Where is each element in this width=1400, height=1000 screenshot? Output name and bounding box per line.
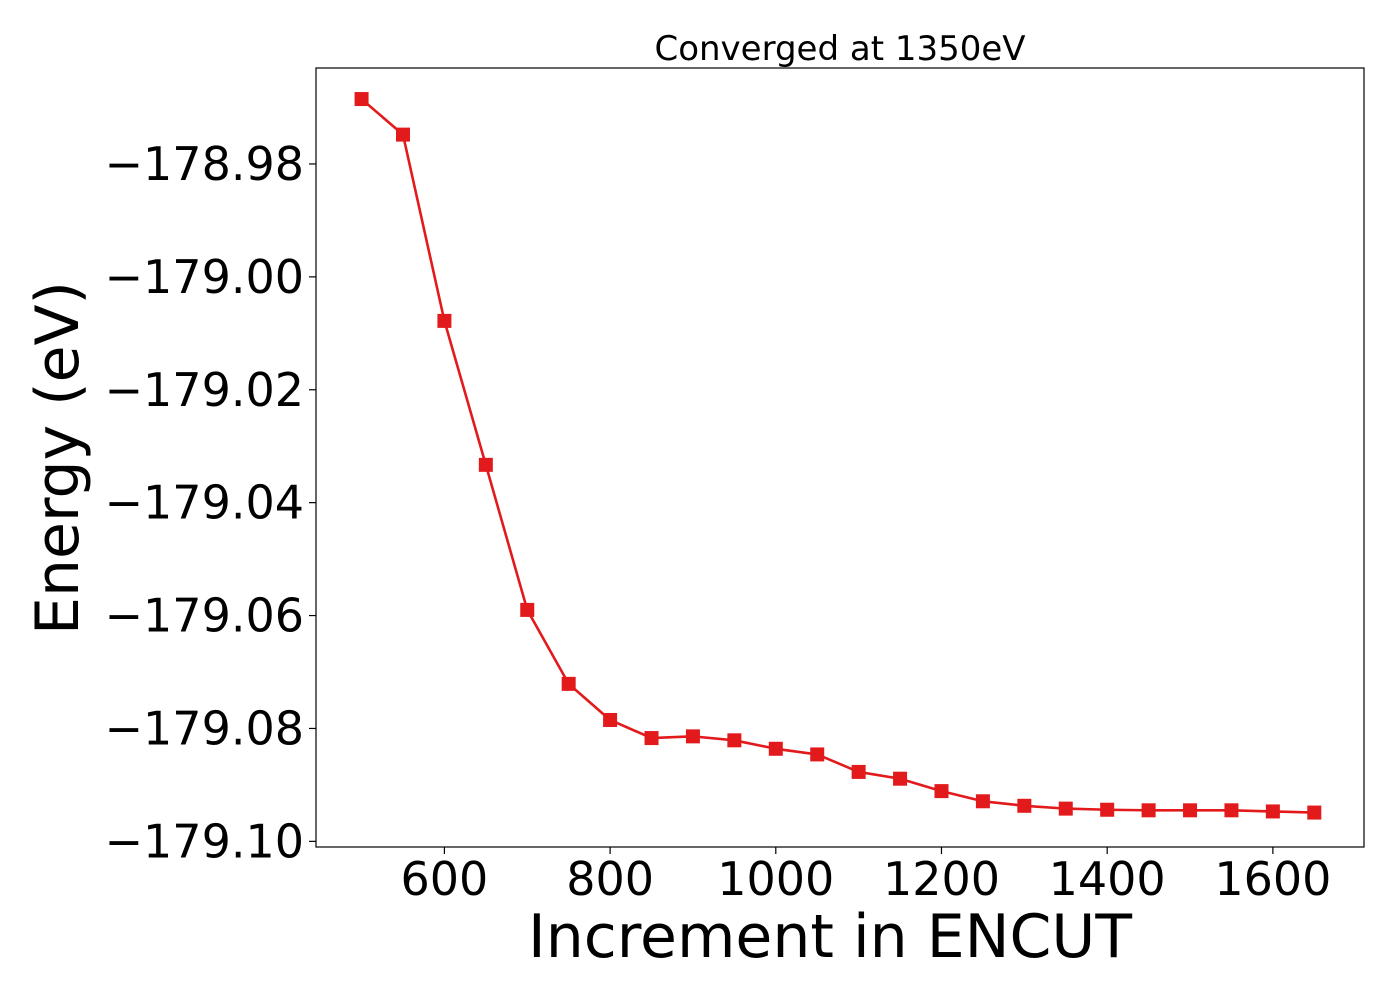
data-point-marker — [354, 92, 369, 107]
data-point-marker — [603, 712, 618, 727]
x-tick-label: 600 — [401, 852, 489, 906]
data-point-marker — [395, 127, 410, 142]
data-point-marker — [975, 794, 990, 809]
x-tick-label: 1400 — [1049, 852, 1166, 906]
data-point-marker — [851, 764, 866, 779]
data-point-marker — [1141, 803, 1156, 818]
data-point-marker — [893, 771, 908, 786]
y-tick-label: −179.08 — [105, 701, 305, 755]
x-tick-label: 1000 — [717, 852, 834, 906]
data-point-marker — [1017, 798, 1032, 813]
y-tick-label: −179.04 — [105, 476, 305, 530]
plot-area-frame — [315, 67, 1365, 848]
x-axis-title: Increment in ENCUT — [528, 902, 1132, 972]
series-line — [360, 98, 1315, 814]
series-layer — [354, 92, 1322, 820]
y-tick-label: −179.10 — [105, 814, 305, 868]
y-tick-label: −178.98 — [105, 137, 305, 191]
data-point-marker — [1100, 802, 1115, 817]
data-point-marker — [1058, 801, 1073, 816]
data-point-marker — [1224, 803, 1239, 818]
x-axis: 600 800 1000 1200 1400 1600 — [401, 847, 1331, 906]
data-point-marker — [934, 784, 949, 799]
y-tick-label: −179.00 — [105, 250, 305, 304]
data-point-marker — [1265, 804, 1280, 819]
data-point-marker — [437, 313, 452, 328]
chart-title: Converged at 1350eV — [654, 29, 1025, 69]
data-point-marker — [644, 731, 659, 746]
x-tick-label: 1600 — [1214, 852, 1331, 906]
y-tick-label: −179.06 — [105, 589, 305, 643]
data-point-marker — [1183, 803, 1198, 818]
data-point-marker — [685, 729, 700, 744]
x-tick-label: 800 — [566, 852, 654, 906]
data-point-marker — [561, 676, 576, 691]
x-tick-label: 1200 — [883, 852, 1000, 906]
data-point-marker — [520, 602, 535, 617]
y-tick-label: −179.02 — [105, 363, 305, 417]
data-point-marker — [727, 733, 742, 748]
y-axis: −178.98 −179.00 −179.02 −179.04 −179.06 −179.… — [105, 137, 316, 868]
data-point-marker — [1307, 805, 1322, 820]
data-point-marker — [810, 747, 825, 762]
y-axis-title: Energy (eV) — [23, 281, 93, 635]
data-point-marker — [478, 457, 493, 472]
data-point-marker — [768, 741, 783, 756]
